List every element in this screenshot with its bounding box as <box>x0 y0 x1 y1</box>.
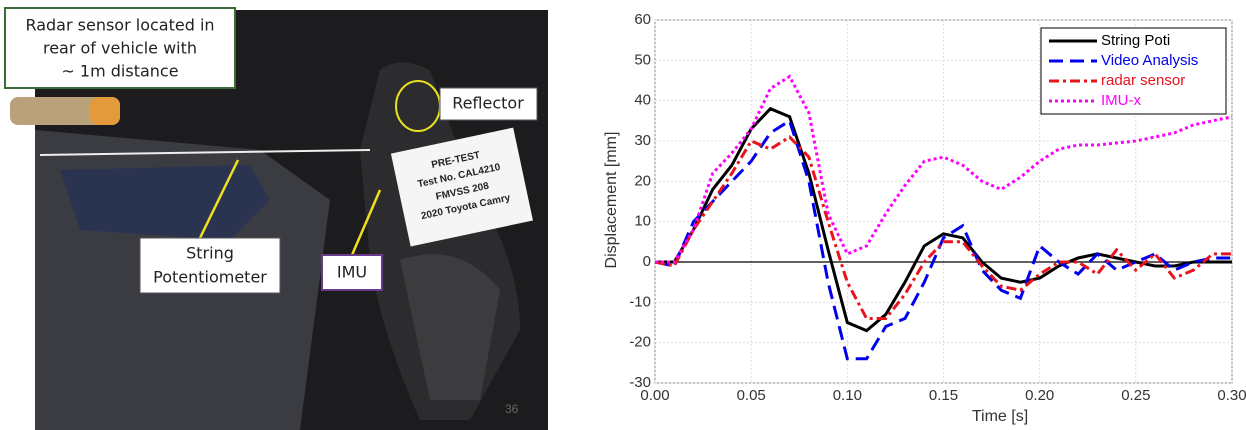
y-tick-label: 40 <box>634 92 651 109</box>
legend-label: IMU-x <box>1101 92 1141 109</box>
legend-label: radar sensor <box>1101 72 1185 89</box>
imu-label: IMU <box>337 263 367 282</box>
y-axis-label: Displacement [mm] <box>603 132 620 269</box>
seat-cushion <box>400 254 500 400</box>
photo: PRE-TEST Test No. CAL4210 FMVSS 208 2020… <box>4 7 548 430</box>
placard: PRE-TEST Test No. CAL4210 FMVSS 208 2020… <box>390 127 533 247</box>
y-tick-label: 0 <box>643 253 651 270</box>
arrow <box>350 189 382 256</box>
series-line <box>654 135 1232 320</box>
x-tick-label: 0.05 <box>737 387 766 404</box>
y-tick-label: 30 <box>634 132 651 149</box>
legend-label: Video Analysis <box>1101 52 1198 69</box>
sensor-cap <box>90 97 120 125</box>
string-pot-label: String <box>186 244 234 263</box>
y-tick-label: 20 <box>634 172 651 189</box>
string-pot-label: Potentiometer <box>153 268 267 287</box>
legend-label: String Poti <box>1101 32 1170 49</box>
x-tick-label: 0.00 <box>640 387 669 404</box>
note-line: Radar sensor located in <box>25 16 214 35</box>
x-tick-label: 0.15 <box>929 387 958 404</box>
x-axis-label: Time [s] <box>972 408 1028 425</box>
x-tick-label: 0.25 <box>1121 387 1150 404</box>
label-box <box>139 237 281 294</box>
y-tick-label: 10 <box>634 213 651 230</box>
arrow <box>198 159 240 239</box>
y-tick-label: -10 <box>629 293 651 310</box>
placard-bg <box>390 127 533 247</box>
note-line: ~ 1m distance <box>61 62 178 81</box>
series-line <box>655 74 1233 264</box>
label-box <box>321 254 383 291</box>
label-box <box>439 87 538 121</box>
reflector-label: Reflector <box>452 94 524 113</box>
x-tick-label: 0.30 <box>1217 387 1246 404</box>
note-box <box>4 7 236 89</box>
y-tick-label: -20 <box>629 334 651 351</box>
y-tick-label: -30 <box>629 374 651 391</box>
page-number: 36 <box>505 402 519 416</box>
string-wire <box>39 149 371 156</box>
x-tick-label: 0.20 <box>1025 387 1054 404</box>
y-tick-label: 60 <box>634 11 651 28</box>
series-line <box>654 118 1232 361</box>
cloth <box>60 165 270 240</box>
note-line: rear of vehicle with <box>43 39 197 58</box>
y-tick-label: 50 <box>634 51 651 68</box>
x-tick-label: 0.10 <box>833 387 862 404</box>
